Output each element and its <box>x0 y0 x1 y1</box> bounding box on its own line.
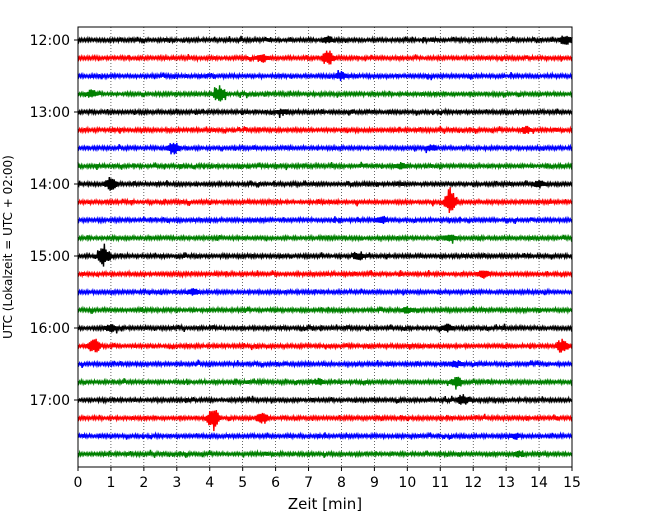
y-axis-label: UTC (Lokalzeit = UTC + 02:00) <box>1 155 15 339</box>
x-tick-label: 13 <box>497 475 515 491</box>
x-axis-label: Zeit [min] <box>288 495 362 513</box>
seismic-traces <box>77 35 573 459</box>
y-tick-label: 16:00 <box>30 321 70 337</box>
trace-row-1300 <box>77 107 573 119</box>
trace-row-1630 <box>77 359 573 369</box>
x-tick-label: 14 <box>530 475 548 491</box>
trace-row-1345 <box>77 161 573 171</box>
trace-row-1515 <box>77 269 573 279</box>
trace-row-1615 <box>77 338 573 353</box>
y-tick-label: 17:00 <box>30 393 70 409</box>
y-tick-label: 14:00 <box>30 177 70 193</box>
x-tick-label: 5 <box>238 475 247 491</box>
trace-row-1715 <box>77 410 573 432</box>
trace-row-1500 <box>77 243 573 267</box>
y-axis-ticks: 12:00 13:00 14:00 15:00 16:00 17:00 <box>30 33 78 409</box>
x-tick-label: 7 <box>304 475 313 491</box>
x-tick-label: 2 <box>139 475 148 491</box>
x-tick-label: 8 <box>337 475 346 491</box>
trace-row-1530 <box>77 287 573 297</box>
x-tick-label: 15 <box>563 475 581 491</box>
x-tick-label: 10 <box>398 475 416 491</box>
trace-row-1645 <box>77 376 573 390</box>
trace-row-1700 <box>77 394 573 405</box>
x-tick-label: 11 <box>431 475 449 491</box>
x-axis-ticks: 0 1 2 3 4 5 6 7 8 9 10 11 12 13 14 15 <box>74 467 581 491</box>
y-tick-label: 13:00 <box>30 105 70 121</box>
trace-row-1400 <box>77 176 573 191</box>
trace-row-1730 <box>77 431 573 441</box>
x-tick-label: 12 <box>464 475 482 491</box>
trace-row-1315 <box>77 125 573 135</box>
x-tick-label: 9 <box>370 475 379 491</box>
x-tick-label: 4 <box>205 475 214 491</box>
trace-row-1245 <box>77 85 573 102</box>
x-tick-label: 0 <box>74 475 83 491</box>
trace-row-1415 <box>77 187 573 213</box>
trace-row-1200 <box>77 35 573 45</box>
x-tick-label: 6 <box>271 475 280 491</box>
trace-row-1545 <box>77 305 573 315</box>
x-tick-label: 1 <box>106 475 115 491</box>
trace-row-1600 <box>77 322 573 334</box>
trace-row-1430 <box>77 215 573 225</box>
grid-lines <box>110 27 540 467</box>
y-tick-label: 12:00 <box>30 33 70 49</box>
trace-row-1215 <box>77 50 573 65</box>
trace-row-1230 <box>77 69 573 82</box>
y-tick-label: 15:00 <box>30 249 70 265</box>
trace-row-1745 <box>77 449 573 459</box>
x-tick-label: 3 <box>172 475 181 491</box>
trace-row-1445 <box>77 233 573 244</box>
plot-frame <box>77 26 573 468</box>
trace-row-1330 <box>77 142 573 155</box>
